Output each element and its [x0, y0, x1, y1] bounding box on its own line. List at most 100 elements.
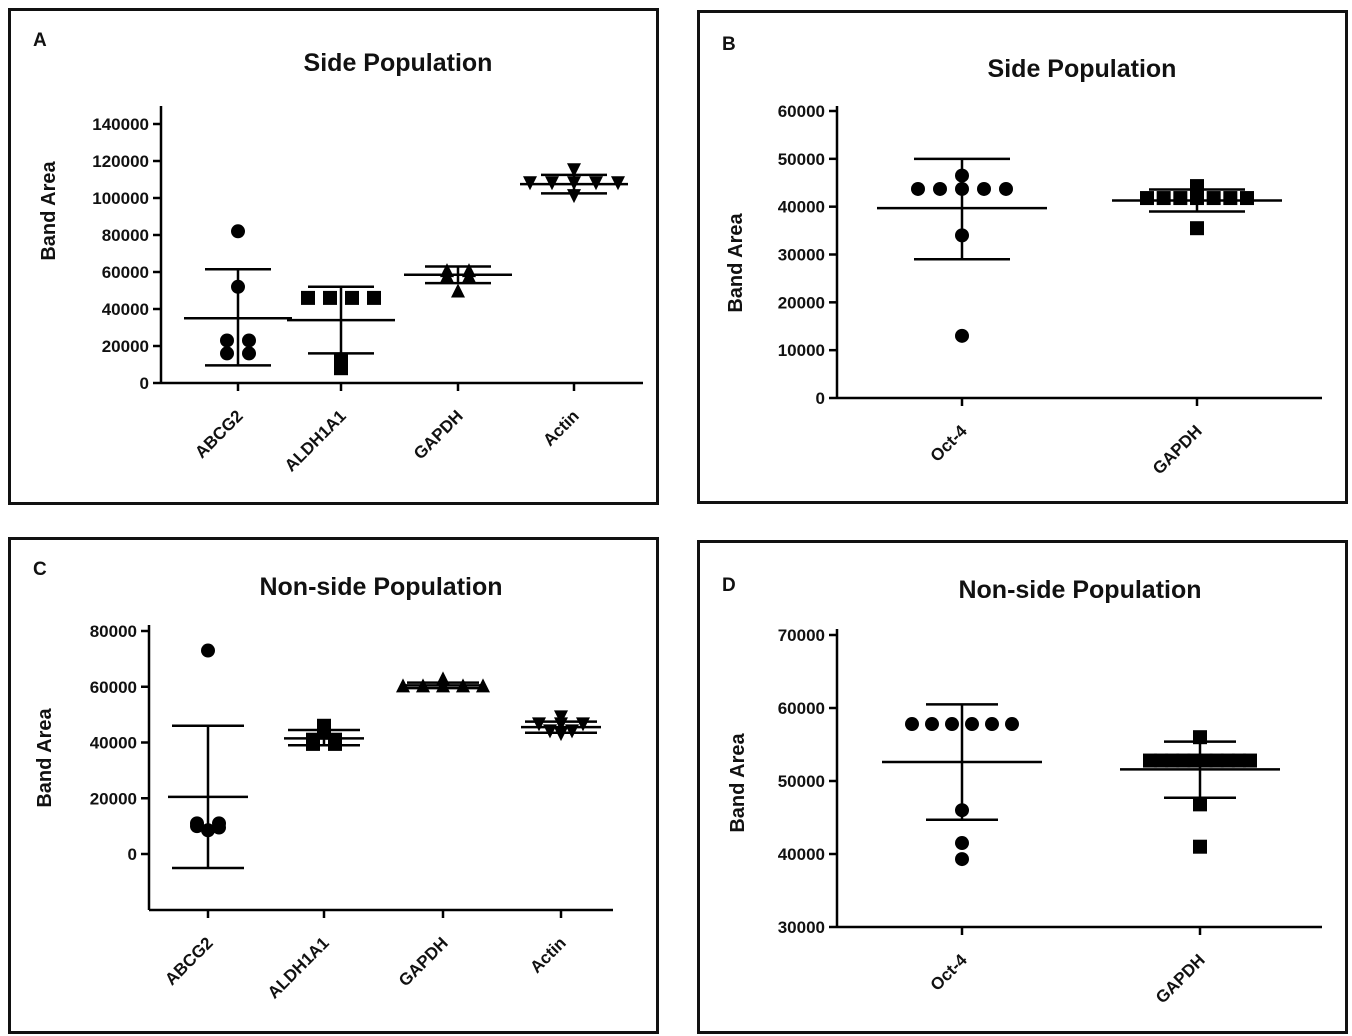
data-point-b [1156, 191, 1171, 206]
y-axis-label-c: Band Area [34, 707, 56, 807]
data-point-b [1206, 191, 1221, 206]
y-tick-label-a: 60000 [102, 263, 149, 282]
data-point-b [1223, 191, 1238, 206]
x-tick-label-a: ALDH1A1 [281, 406, 350, 475]
data-point-a [242, 346, 256, 361]
data-point-a [611, 176, 625, 191]
data-point-b [955, 228, 969, 243]
y-tick-label-d: 50000 [778, 772, 825, 791]
data-point-a [323, 290, 337, 305]
x-tick-label-a: Actin [539, 406, 582, 449]
chart-a: A Side Population Band Area 0 20000 40000 6000… [33, 30, 643, 475]
chart-b: B Side Population Band Area 0 10000 20000 3000… [722, 34, 1322, 478]
data-point-d [1193, 730, 1207, 745]
data-point-c [565, 724, 579, 739]
data-point-d [1005, 717, 1019, 732]
y-tick-label-a: 20000 [102, 337, 149, 356]
data-point-c [190, 819, 204, 834]
data-point-a [545, 176, 559, 191]
y-tick-label-a: 140000 [92, 115, 149, 134]
x-tick-label-b: GAPDH [1149, 421, 1206, 478]
y-axis-label-a: Band Area [38, 160, 60, 260]
y-tick-label-c: 0 [128, 845, 137, 864]
data-point-d [905, 717, 919, 732]
data-point-b [955, 168, 969, 183]
y-tick-label-a: 0 [140, 374, 149, 393]
data-point-c [436, 678, 450, 693]
data-point-c [201, 643, 215, 658]
data-point-c [306, 736, 320, 751]
data-point-a [440, 268, 454, 283]
data-point-a [523, 176, 537, 191]
data-point-d [1198, 753, 1213, 768]
data-point-c [396, 678, 410, 693]
data-point-b [911, 181, 925, 196]
data-point-a [567, 163, 581, 178]
y-tick-label-b: 40000 [778, 198, 825, 217]
y-tick-label-a: 80000 [102, 226, 149, 245]
data-point-d [955, 852, 969, 867]
data-point-b [1173, 191, 1188, 206]
y-tick-label-d: 30000 [778, 918, 825, 937]
data-point-d [1143, 753, 1157, 768]
x-tick-label-a: ABCG2 [191, 406, 247, 462]
data-point-a [334, 361, 348, 376]
chart-title-c: Non-side Population [259, 573, 502, 601]
chart-title-d: Non-side Population [958, 576, 1201, 604]
y-tick-label-b: 20000 [778, 293, 825, 312]
data-point-c [416, 678, 430, 693]
data-point-b [1190, 221, 1204, 236]
x-tick-label-b: Oct-4 [927, 421, 972, 466]
panel-d: D Non-side Population Band Area 30000 40000 5… [697, 540, 1348, 1034]
y-tick-label-b: 50000 [778, 150, 825, 169]
data-point-a [231, 279, 245, 294]
data-point-b [955, 181, 969, 196]
y-tick-label-a: 40000 [102, 300, 149, 319]
data-point-c [554, 727, 568, 742]
y-tick-label-c: 60000 [90, 678, 137, 697]
data-point-c [476, 678, 490, 693]
y-tick-label-c: 80000 [90, 622, 137, 641]
data-point-c [328, 736, 342, 751]
x-tick-label-c: ALDH1A1 [264, 933, 333, 1002]
data-point-c [554, 717, 568, 732]
y-axis-label-b: Band Area [725, 212, 747, 312]
y-tick-label-a: 120000 [92, 152, 149, 171]
data-point-a [242, 333, 256, 348]
y-tick-label-d: 40000 [778, 845, 825, 864]
data-point-a [462, 268, 476, 283]
data-point-b [955, 328, 969, 343]
data-point-d [955, 803, 969, 818]
data-point-a [567, 176, 581, 191]
data-point-d [955, 836, 969, 851]
data-point-a [367, 290, 381, 305]
x-tick-label-a: GAPDH [410, 406, 467, 463]
data-point-c [576, 717, 590, 732]
y-tick-label-b: 10000 [778, 341, 825, 360]
data-point-b [1190, 179, 1204, 194]
data-point-d [1193, 839, 1207, 854]
chart-title-a: Side Population [304, 49, 493, 77]
data-point-d [985, 717, 999, 732]
x-tick-label-c: ABCG2 [161, 933, 217, 989]
data-point-b [977, 181, 991, 196]
data-point-d [1209, 753, 1224, 768]
panel-label-b: B [722, 34, 736, 55]
data-point-d [1187, 753, 1202, 768]
x-tick-label-d: GAPDH [1152, 950, 1209, 1007]
y-tick-label-b: 0 [816, 389, 825, 408]
y-tick-label-c: 40000 [90, 734, 137, 753]
data-point-a [231, 224, 245, 239]
x-tick-label-c: Actin [526, 933, 569, 976]
data-point-b [1140, 191, 1154, 206]
panel-label-c: C [33, 559, 47, 580]
data-point-c [456, 678, 470, 693]
data-point-c [212, 816, 226, 831]
y-tick-label-d: 60000 [778, 699, 825, 718]
data-point-d [1193, 797, 1207, 812]
data-point-c [543, 724, 557, 739]
chart-c: C Non-side Population Band Area 0 20000 40000… [33, 559, 613, 1002]
data-point-d [1176, 753, 1191, 768]
data-point-d [1220, 753, 1235, 768]
data-point-a [589, 176, 603, 191]
